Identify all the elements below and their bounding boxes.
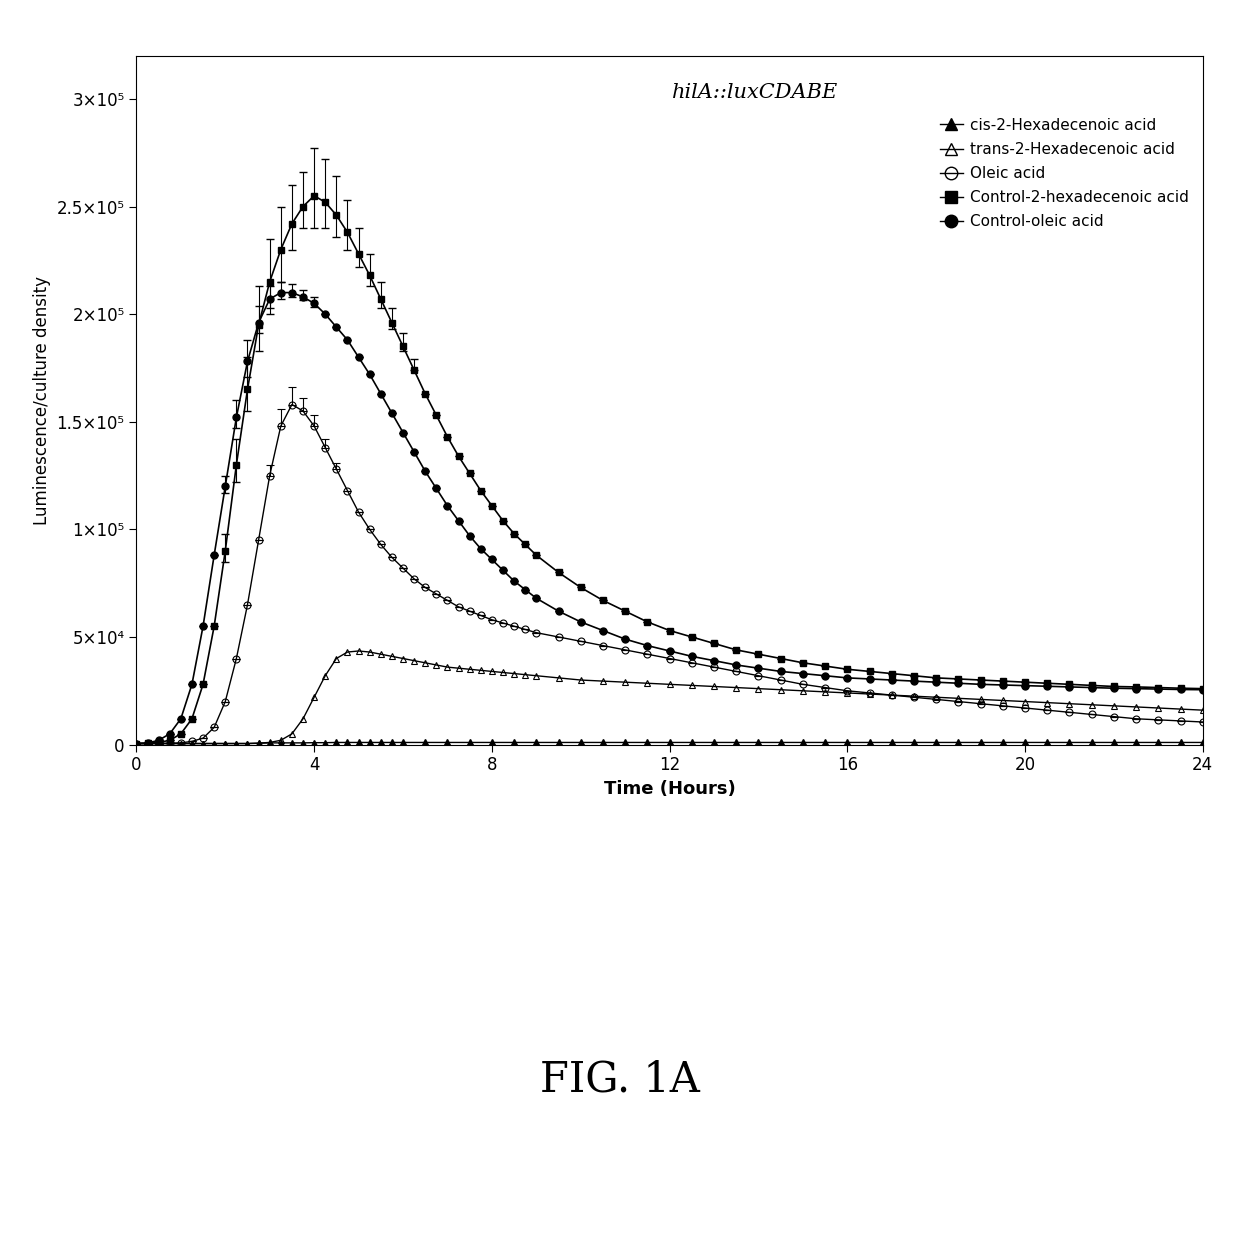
- Text: hilA::luxCDABE: hilA::luxCDABE: [672, 83, 838, 103]
- Legend: cis-2-Hexadecenoic acid, trans-2-Hexadecenoic acid, Oleic acid, Control-2-hexade: cis-2-Hexadecenoic acid, trans-2-Hexadec…: [934, 112, 1195, 236]
- Y-axis label: Luminescence/culture density: Luminescence/culture density: [33, 276, 51, 525]
- Text: FIG. 1A: FIG. 1A: [541, 1059, 699, 1101]
- X-axis label: Time (Hours): Time (Hours): [604, 779, 735, 798]
